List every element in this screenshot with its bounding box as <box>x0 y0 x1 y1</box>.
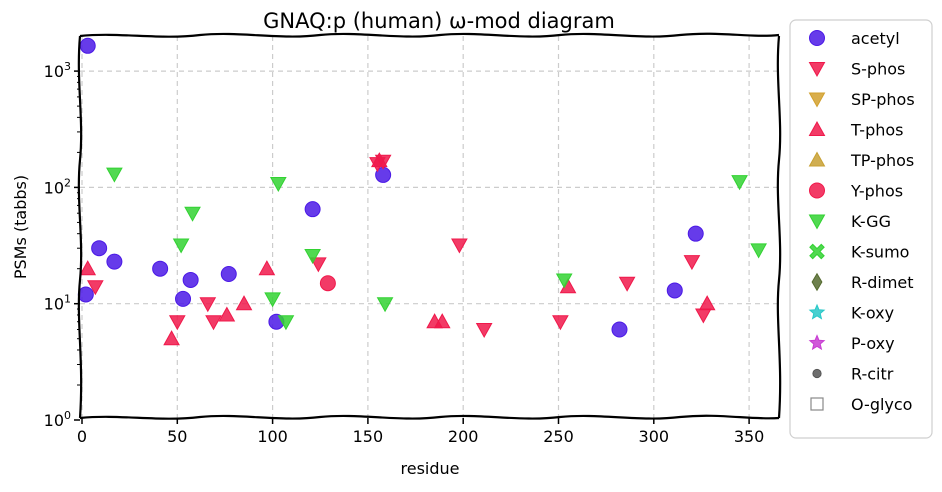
legend-marker-k-oxy <box>808 303 826 320</box>
x-tick-label: 200 <box>448 427 479 446</box>
legend-label-r-dimet: R-dimet <box>851 273 914 292</box>
legend-label-k-sumo: K-sumo <box>851 243 909 262</box>
marker-acetyl <box>666 282 683 299</box>
x-tick-label: 350 <box>734 427 765 446</box>
legend-label-s-phos: S-phos <box>851 60 905 79</box>
marker-t-phos <box>235 295 253 311</box>
x-tick-label: 50 <box>167 427 187 446</box>
grid <box>80 36 779 418</box>
x-tick-label: 100 <box>257 427 288 446</box>
marker-t-phos <box>698 295 716 311</box>
marker-t-phos <box>79 260 97 276</box>
marker-k-gg <box>376 297 394 313</box>
marker-k-gg <box>555 273 573 289</box>
marker-t-phos <box>163 330 180 346</box>
marker-s-phos <box>199 297 217 313</box>
data-markers <box>77 37 767 346</box>
marker-t-phos <box>370 152 388 168</box>
marker-k-gg <box>264 292 281 308</box>
y-axis-ticks: 100 101 102 103 <box>44 60 80 430</box>
legend-label-y-phos: Y-phos <box>850 182 903 201</box>
legend-label-tp-phos: TP-phos <box>850 151 914 170</box>
legend-label-t-phos: T-phos <box>850 121 904 140</box>
y-tick-label: 101 <box>44 293 71 314</box>
y-tick-label: 103 <box>44 60 71 81</box>
marker-acetyl <box>182 271 199 288</box>
marker-k-gg <box>184 206 201 222</box>
legend-marker-r-dimet <box>811 272 823 292</box>
legend-label-k-oxy: K-oxy <box>851 304 894 323</box>
legend-marker-k-sumo <box>809 243 825 260</box>
marker-acetyl <box>304 201 321 218</box>
legend-label-k-gg: K-GG <box>851 212 891 231</box>
marker-k-gg <box>304 248 321 264</box>
legend-label-o-glyco: O-glyco <box>851 395 912 414</box>
marker-s-phos <box>695 308 712 324</box>
legend-label-sp-phos: SP-phos <box>851 90 915 109</box>
marker-t-phos <box>218 306 236 322</box>
legend-marker-t-phos <box>808 120 826 136</box>
marker-acetyl <box>220 266 237 283</box>
marker-acetyl <box>79 37 96 54</box>
marker-y-phos <box>319 275 336 292</box>
marker-s-phos <box>86 280 104 296</box>
x-axis-label: residue <box>401 459 460 478</box>
marker-s-phos <box>618 276 636 292</box>
y-tick-label: 102 <box>44 176 71 197</box>
marker-s-phos <box>168 315 186 331</box>
legend-marker-s-phos <box>808 62 826 78</box>
legend-marker-o-glyco <box>810 397 824 411</box>
legend-marker-sp-phos <box>808 92 826 108</box>
marker-s-phos <box>552 315 569 331</box>
marker-t-phos <box>258 260 276 276</box>
marker-k-gg <box>269 177 287 193</box>
y-tick-label: 100 <box>44 409 71 430</box>
marker-s-phos <box>451 238 468 254</box>
legend-marker-k-gg <box>808 214 826 230</box>
y-axis-label: PSMs (tabbs) <box>11 175 30 279</box>
x-tick-label: 0 <box>77 427 87 446</box>
marker-k-gg <box>106 167 123 183</box>
marker-s-phos <box>309 257 327 273</box>
x-tick-label: 250 <box>543 427 574 446</box>
marker-acetyl <box>106 253 123 270</box>
x-axis-ticks: 0 50 100 150 200 250 300 350 <box>77 418 764 446</box>
plot-frame <box>77 32 782 420</box>
marker-acetyl <box>91 240 108 257</box>
marker-t-phos <box>433 313 451 329</box>
marker-k-gg <box>172 238 190 254</box>
legend: acetyl S-phos SP-phos T-phos TP-phos Y-phos K-… <box>789 19 933 439</box>
legend-label-r-citr: R-citr <box>851 365 894 384</box>
marker-acetyl <box>77 286 94 303</box>
marker-k-gg <box>277 315 295 331</box>
legend-label-acetyl: acetyl <box>851 29 900 48</box>
x-tick-label: 300 <box>639 427 670 446</box>
legend-marker-acetyl <box>809 30 825 46</box>
marker-acetyl <box>152 260 169 277</box>
marker-acetyl <box>687 225 704 242</box>
legend-marker-tp-phos <box>808 151 826 167</box>
legend-marker-r-citr <box>812 368 822 379</box>
marker-k-gg <box>750 243 767 259</box>
marker-k-gg <box>731 175 748 191</box>
x-tick-label: 150 <box>353 427 384 446</box>
legend-marker-y-phos <box>809 182 825 199</box>
legend-label-p-oxy: P-oxy <box>851 334 895 353</box>
marker-s-phos <box>205 315 222 331</box>
legend-marker-p-oxy <box>808 334 826 351</box>
chart-title: GNAQ:p (human) ω-mod diagram <box>263 9 615 33</box>
marker-acetyl <box>175 290 192 307</box>
marker-s-phos <box>683 255 701 271</box>
marker-acetyl <box>611 321 628 338</box>
marker-s-phos <box>475 323 493 339</box>
